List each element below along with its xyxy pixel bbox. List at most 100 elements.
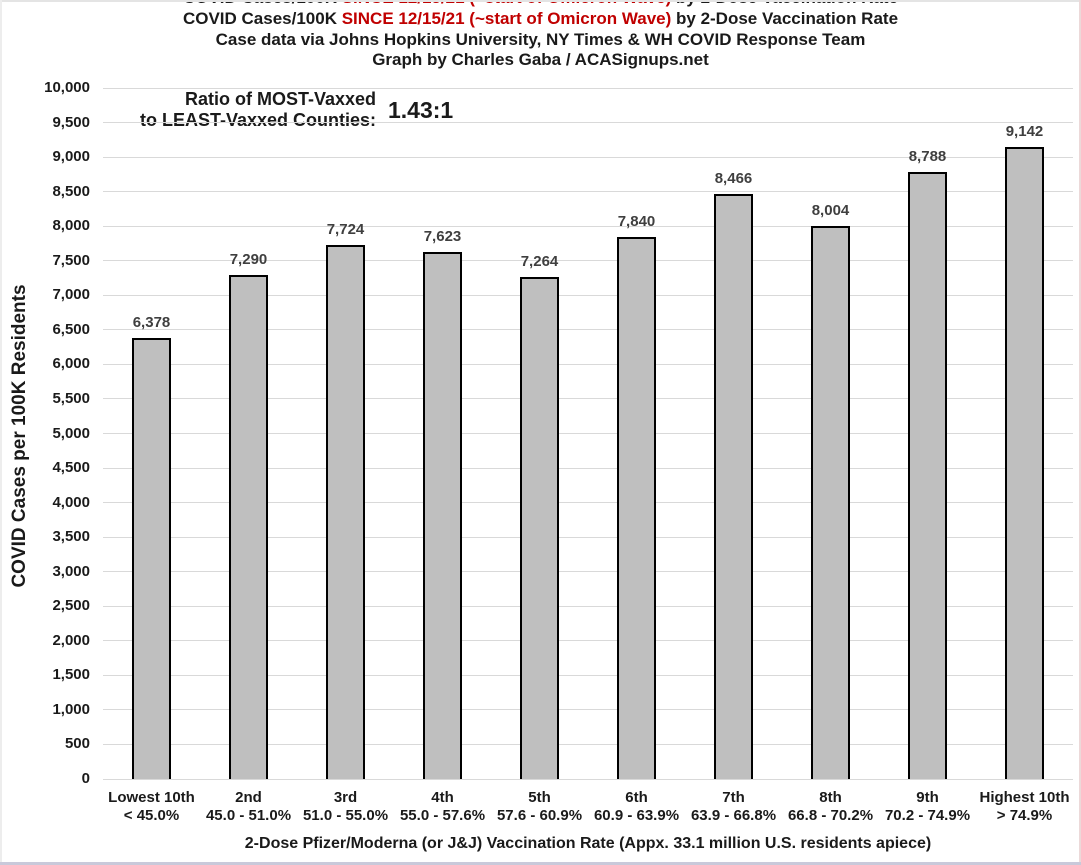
window-edge-left xyxy=(0,0,2,865)
chart-title-part1: COVID Cases/100K xyxy=(182,9,342,28)
bar xyxy=(423,252,462,779)
gridline xyxy=(103,433,1073,434)
gridline xyxy=(103,536,1073,538)
gridline xyxy=(103,225,1073,227)
bar xyxy=(520,277,559,779)
bar-value-label: 7,264 xyxy=(520,253,559,271)
clipped-title-part1: COVID Cases/100K xyxy=(183,1,342,7)
x-category-label: Highest 10th > 74.9% xyxy=(968,789,1081,825)
gridline xyxy=(103,363,1073,365)
chart-title-part2: by 2-Dose Vaccination Rate xyxy=(671,9,899,28)
gridline xyxy=(103,156,1073,158)
ratio-value: 1.43:1 xyxy=(388,97,454,123)
y-tick-label: 4,500 xyxy=(52,459,90,477)
x-category-range: 60.9 - 63.9% xyxy=(593,807,680,824)
gridline xyxy=(103,743,1073,745)
x-category-range: 55.0 - 57.6% xyxy=(399,807,486,824)
bar xyxy=(326,245,365,779)
y-tick-label: 5,500 xyxy=(52,389,90,407)
x-category-range: > 74.9% xyxy=(996,807,1053,824)
y-tick-label: 0 xyxy=(81,770,90,787)
bar-value-label: 8,466 xyxy=(714,169,753,187)
x-category-label: 8th 66.8 - 70.2% xyxy=(774,789,887,825)
gridline xyxy=(103,398,1073,400)
clipped-title-red: SINCE 12/15/21 (~start of Omicron Wave) xyxy=(342,1,672,7)
window-edge-right xyxy=(1079,0,1081,865)
gridline xyxy=(103,467,1073,469)
chart-title-red-segment: SINCE 12/15/21 (~start of Omicron Wave) xyxy=(341,9,672,28)
x-category-tier: Highest 10th xyxy=(979,789,1070,806)
ratio-annotation: Ratio of MOST-Vaxxed to LEAST-Vaxxed Cou… xyxy=(88,89,376,131)
x-category-range: 51.0 - 55.0% xyxy=(302,807,389,824)
x-category-range: 57.6 - 60.9% xyxy=(496,807,583,824)
x-category-range: 70.2 - 74.9% xyxy=(884,807,971,824)
gridline xyxy=(103,87,1073,89)
bar-value-label: 6,378 xyxy=(132,314,171,332)
x-category-label: 3rd 51.0 - 55.0% xyxy=(289,789,402,825)
y-tick-label: 4,000 xyxy=(52,493,90,511)
x-category-tier: 6th xyxy=(625,789,648,806)
bar-value-label: 8,004 xyxy=(811,201,850,219)
x-category-tier: 9th xyxy=(916,789,939,806)
bar xyxy=(811,225,850,779)
gridline xyxy=(103,294,1073,296)
x-category-tier: 4th xyxy=(431,789,454,806)
x-category-label: Lowest 10th < 45.0% xyxy=(95,789,208,825)
gridline xyxy=(103,191,1073,193)
bar-value-label: 7,724 xyxy=(326,221,365,239)
bar xyxy=(617,237,656,779)
gridline xyxy=(103,674,1073,676)
x-category-tier: Lowest 10th xyxy=(108,789,195,806)
gridline xyxy=(103,502,1073,504)
gridline xyxy=(103,571,1073,573)
y-tick-label: 2,500 xyxy=(52,597,90,615)
bar-value-label: 7,840 xyxy=(617,213,656,231)
x-category-label: 2nd 45.0 - 51.0% xyxy=(192,789,305,825)
x-category-tier: 8th xyxy=(819,789,842,806)
x-category-label: 5th 57.6 - 60.9% xyxy=(483,789,596,825)
x-category-tier: 7th xyxy=(722,789,745,806)
bar xyxy=(229,275,268,779)
x-axis-title: 2-Dose Pfizer/Moderna (or J&J) Vaccinati… xyxy=(244,835,932,852)
y-tick-label: 3,500 xyxy=(52,528,90,546)
y-tick-label: 6,000 xyxy=(52,355,90,373)
gridline xyxy=(103,640,1073,642)
bar xyxy=(714,193,753,779)
window-edge-top xyxy=(0,0,1081,2)
gridline xyxy=(103,709,1073,711)
y-tick-label: 500 xyxy=(64,735,90,753)
y-tick-label: 1,000 xyxy=(52,700,90,718)
gridline xyxy=(103,778,1073,780)
x-category-tier: 5th xyxy=(528,789,551,806)
x-category-range: 45.0 - 51.0% xyxy=(205,807,292,824)
y-tick-label: 9,500 xyxy=(52,113,90,131)
gridline xyxy=(103,605,1073,607)
window-edge-bottom xyxy=(0,862,1081,865)
bar xyxy=(908,171,947,779)
bar xyxy=(1005,147,1044,779)
x-category-tier: 2nd xyxy=(235,789,262,806)
chart-subtitle-source: Case data via Johns Hopkins University, … xyxy=(215,30,866,49)
x-category-range: < 45.0% xyxy=(123,807,180,824)
chart-title: COVID Cases/100K SINCE 12/15/21 (~start … xyxy=(0,9,1081,29)
gridline xyxy=(103,260,1073,262)
ratio-annotation-line1: Ratio of MOST-Vaxxed xyxy=(184,89,376,109)
bar-value-label: 9,142 xyxy=(1005,123,1044,141)
clipped-top-text: COVID Cases/100K SINCE 12/15/21 (~start … xyxy=(0,1,1081,8)
y-tick-label: 1,500 xyxy=(52,666,90,684)
y-tick-label: 9,000 xyxy=(52,148,90,166)
x-category-range: 63.9 - 66.8% xyxy=(690,807,777,824)
y-tick-label: 5,000 xyxy=(52,424,90,442)
y-tick-label: 7,500 xyxy=(52,251,90,269)
y-tick-label: 6,500 xyxy=(52,320,90,338)
y-tick-label: 2,000 xyxy=(52,631,90,649)
y-tick-label: 8,500 xyxy=(52,182,90,200)
gridline xyxy=(103,122,1073,124)
bar-value-label: 7,290 xyxy=(229,251,268,269)
x-category-label: 6th 60.9 - 63.9% xyxy=(580,789,693,825)
y-tick-label: 10,000 xyxy=(44,79,90,96)
x-category-tier: 3rd xyxy=(333,789,358,806)
y-tick-label: 8,000 xyxy=(52,217,90,235)
